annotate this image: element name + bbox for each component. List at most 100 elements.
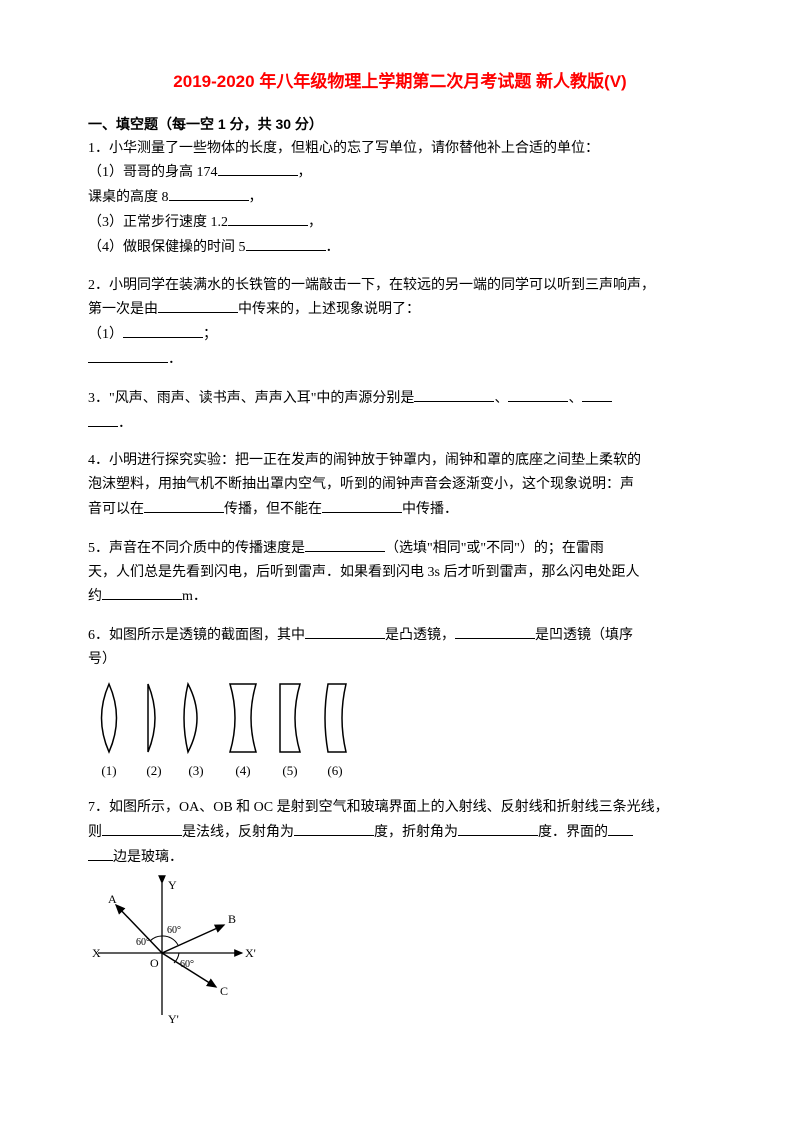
punct: ．: [118, 416, 132, 431]
blank: [228, 210, 308, 226]
q4-l2: 泡沫塑料，用抽气机不断抽出罩内空气，听到的闹钟声音会逐渐变小，这个现象说明：声: [88, 473, 712, 497]
lens-planoconvex-icon: [142, 682, 166, 754]
blank: [88, 411, 118, 427]
q1-p3-pre: （3）正常步行速度 1.2: [88, 215, 228, 230]
q1-part3: （3）正常步行速度 1.2 ，: [88, 210, 712, 235]
q1-p2-pre: 课桌的高度 8: [88, 190, 169, 205]
q4-l3: 音可以在 传播，但不能在 中传播．: [88, 497, 712, 522]
q5-l3a: 约: [88, 589, 102, 604]
lens-6: (6): [320, 682, 350, 782]
q5-l1: 5．声音在不同介质中的传播速度是（选填"相同"或"不同"）的；在雷雨: [88, 536, 712, 561]
lens-1: (1): [92, 682, 126, 782]
q7-l1: 7．如图所示，OA、OB 和 OC 是射到空气和玻璃界面上的入射线、反射线和折射…: [88, 796, 712, 820]
q1-part4: （4）做眼保健操的时间 5 ．: [88, 235, 712, 260]
axis-label-Xp: X': [245, 946, 256, 960]
sep: 、: [568, 391, 582, 406]
q4-l3c: 中传播．: [402, 502, 458, 517]
blank: [88, 845, 113, 861]
q5-l3: 约 m．: [88, 584, 712, 609]
blank: [123, 322, 203, 338]
lens-meniscus-concave-icon: [320, 682, 350, 754]
section-header: 一、填空题（每一空 1 分，共 30 分）: [88, 113, 712, 137]
ray-diagram-svg: Y Y' X X' A B C O 60° 60° 60°: [92, 875, 272, 1025]
blank: [305, 536, 385, 552]
q2-l1b: 第一次是由: [88, 302, 158, 317]
blank: [608, 820, 633, 836]
blank: [455, 623, 535, 639]
q3-line2: ．: [88, 411, 712, 436]
q4-l3b: 传播，但不能在: [224, 502, 322, 517]
lens-label: (6): [327, 760, 342, 782]
blank: [582, 386, 612, 402]
lens-planoconcave-icon: [276, 682, 304, 754]
punct: ，: [308, 215, 322, 230]
q3-line1: 3．"风声、雨声、读书声、声声入耳"中的声源分别是 、 、: [88, 386, 712, 411]
q2-line2: （1）；: [88, 322, 712, 347]
q2-l1a: 2．小明同学在装满水的长铁管的一端敲击一下，在较远的另一端的同学可以听到三声响声…: [88, 278, 655, 293]
axis-label-Yp: Y': [168, 1012, 179, 1025]
ray-label-A: A: [108, 892, 117, 906]
lens-meniscus-convex-icon: [182, 682, 210, 754]
q3-pre: 3．"风声、雨声、读书声、声声入耳"中的声源分别是: [88, 391, 414, 406]
blank: [218, 160, 298, 176]
lens-biconcave-icon: [226, 682, 260, 754]
question-1: 1．小华测量了一些物体的长度，但粗心的忘了写单位，请你替他补上合适的单位： （1…: [88, 137, 712, 260]
question-6: 6．如图所示是透镜的截面图，其中是凸透镜，是凹透镜（填序 号） (1) (2) …: [88, 623, 712, 782]
q5-l1a: 5．声音在不同介质中的传播速度是: [88, 541, 305, 556]
axis-label-Y: Y: [168, 878, 177, 892]
q2-l3b: ．: [168, 352, 182, 367]
question-2: 2．小明同学在装满水的长铁管的一端敲击一下，在较远的另一端的同学可以听到三声响声…: [88, 274, 712, 372]
q6-l2: 号）: [88, 648, 712, 672]
q1-part1: （1）哥哥的身高 174，: [88, 160, 712, 185]
q5-l3b: m．: [182, 589, 207, 604]
blank: [508, 386, 568, 402]
sep: 、: [494, 391, 508, 406]
blank: [102, 584, 182, 600]
ray-diagram: Y Y' X X' A B C O 60° 60° 60°: [92, 875, 712, 1025]
ray-label-B: B: [228, 912, 236, 926]
q7-l2: 则是法线，反射角为度，折射角为度．界面的: [88, 820, 712, 845]
angle-b: 60°: [167, 925, 181, 936]
blank: [305, 623, 385, 639]
blank: [102, 820, 182, 836]
q6-l1c: 是凹透镜（填序: [535, 628, 633, 643]
lens-2: (2): [142, 682, 166, 782]
blank: [322, 497, 402, 513]
blank: [158, 297, 238, 313]
blank: [294, 820, 374, 836]
q5-l2: 天，人们总是先看到闪电，后听到雷声．如果看到闪电 3s 后才听到雷声，那么闪电处…: [88, 561, 712, 585]
q2-line1b: 第一次是由中传来的，上述现象说明了：: [88, 297, 712, 322]
blank: [169, 185, 249, 201]
blank: [88, 347, 168, 363]
lens-biconvex-icon: [92, 682, 126, 754]
question-5: 5．声音在不同介质中的传播速度是（选填"相同"或"不同"）的；在雷雨 天，人们总…: [88, 536, 712, 609]
q4-l3a: 音可以在: [88, 502, 144, 517]
lens-label: (4): [235, 760, 250, 782]
punct: ，: [249, 190, 263, 205]
axis-label-X: X: [92, 946, 101, 960]
lens-label: (5): [282, 760, 297, 782]
q7-l2d: 度．界面的: [538, 825, 608, 840]
lens-3: (3): [182, 682, 210, 782]
q7-l3b: 边是玻璃．: [113, 850, 183, 865]
lens-label: (3): [188, 760, 203, 782]
angle-a: 60°: [136, 937, 150, 948]
lens-diagram-row: (1) (2) (3) (4) (5) (6): [92, 682, 712, 782]
q7-l3: 边是玻璃．: [88, 845, 712, 870]
document-title: 2019-2020 年八年级物理上学期第二次月考试题 新人教版(V): [88, 68, 712, 97]
ray-label-C: C: [220, 984, 228, 998]
punct: ．: [326, 240, 340, 255]
q6-l1: 6．如图所示是透镜的截面图，其中是凸透镜，是凹透镜（填序: [88, 623, 712, 648]
origin-label-O: O: [150, 956, 159, 970]
q2-line1: 2．小明同学在装满水的长铁管的一端敲击一下，在较远的另一端的同学可以听到三声响声…: [88, 274, 712, 298]
question-3: 3．"风声、雨声、读书声、声声入耳"中的声源分别是 、 、 ．: [88, 386, 712, 436]
q2-line3: ．: [88, 347, 712, 372]
punct: ，: [298, 165, 312, 180]
q2-l2a: （1）: [88, 327, 123, 342]
blank: [246, 235, 326, 251]
q1-p4-pre: （4）做眼保健操的时间 5: [88, 240, 246, 255]
blank: [458, 820, 538, 836]
q6-l1b: 是凸透镜，: [385, 628, 455, 643]
lens-label: (1): [101, 760, 116, 782]
q1-stem: 1．小华测量了一些物体的长度，但粗心的忘了写单位，请你替他补上合适的单位：: [88, 137, 712, 161]
